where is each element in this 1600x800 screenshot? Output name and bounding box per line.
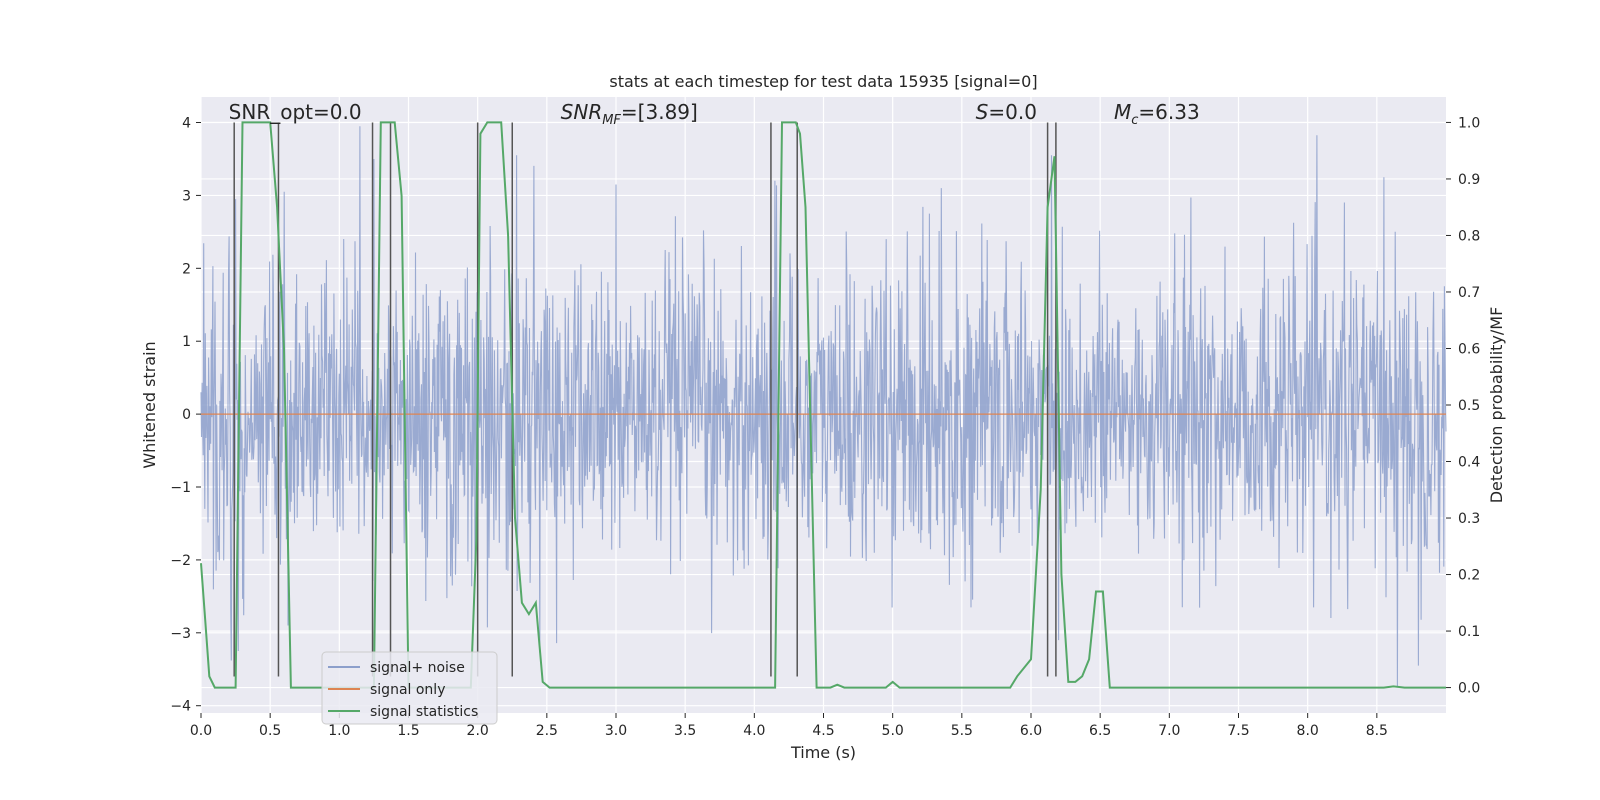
y-tick-label: 1 <box>182 334 191 350</box>
y2-tick-label: 0.3 <box>1458 511 1480 527</box>
series-signal-noise-line <box>200 126 1447 688</box>
y-tick-label: −2 <box>170 553 191 569</box>
y-tick-label: 0 <box>182 407 191 423</box>
y2-tick-label: 0.6 <box>1458 341 1480 357</box>
x-axis: 0.0 0.5 1.0 1.5 2.0 2.5 3.0 3.5 4.0 4.5 5.0 5.5 6.0 6… <box>190 713 1388 739</box>
legend-label: signal statistics <box>370 704 478 720</box>
legend-label: signal only <box>370 682 445 698</box>
x-tick-label: 3.0 <box>605 723 627 739</box>
annotation-main: SNR <box>561 100 603 124</box>
legend-label: signal+ noise <box>370 660 465 676</box>
x-tick-label: 1.5 <box>397 723 419 739</box>
y-axis: −4 −3 −2 −1 0 1 2 3 4 <box>170 116 201 715</box>
annotation-subscript: MF <box>602 113 621 128</box>
x-axis-label: Time (s) <box>790 743 856 762</box>
y2-tick-label: 0.0 <box>1458 681 1480 697</box>
x-tick-label: 1.0 <box>328 723 350 739</box>
annotation-0: SNR_opt=0.0 <box>229 100 362 124</box>
y2-tick-label: 0.7 <box>1458 285 1480 301</box>
y2-tick-label: 0.1 <box>1458 624 1480 640</box>
x-tick-label: 5.5 <box>951 723 973 739</box>
annotations: SNR_opt=0.0 SNRMF=[3.89] S=0.0 Mc=6.33 <box>229 100 1200 128</box>
chart-title: stats at each timestep for test data 159… <box>609 72 1037 91</box>
x-tick-label: 2.0 <box>467 723 489 739</box>
legend-box <box>321 651 498 725</box>
x-tick-label: 7.5 <box>1227 723 1249 739</box>
y2-axis-label: Detection probability/MF <box>1487 307 1506 504</box>
y-tick-label: −3 <box>170 626 191 642</box>
noise-series <box>200 126 1447 688</box>
y2-tick-label: 0.8 <box>1458 228 1480 244</box>
y2-tick-label: 0.9 <box>1458 172 1480 188</box>
y2-tick-label: 0.5 <box>1458 398 1480 414</box>
y-axis-label: Whitened strain <box>140 341 159 468</box>
y2-tick-label: 0.2 <box>1458 568 1480 584</box>
x-tick-label: 0.5 <box>259 723 281 739</box>
y-tick-label: −4 <box>170 699 191 715</box>
x-tick-label: 8.5 <box>1366 723 1388 739</box>
y2-tick-label: 1.0 <box>1458 115 1480 131</box>
annotation-rest: =6.33 <box>1138 100 1199 124</box>
x-tick-label: 5.0 <box>882 723 904 739</box>
annotation-3: Mc=6.33 <box>1114 100 1200 128</box>
y-tick-label: −1 <box>170 480 191 496</box>
legend: signal+ noise signal only signal statistic… <box>321 651 498 725</box>
x-tick-label: 6.0 <box>1020 723 1042 739</box>
annotation-main: S <box>976 100 989 124</box>
annotation-2: S=0.0 <box>976 100 1037 124</box>
y2-tick-label: 0.4 <box>1458 455 1480 471</box>
annotation-1: SNRMF=[3.89] <box>561 100 698 128</box>
series-signal-statistics-line <box>200 121 1446 689</box>
x-tick-label: 4.5 <box>812 723 834 739</box>
x-tick-label: 0.0 <box>190 723 212 739</box>
annotation-subscript: c <box>1131 113 1138 128</box>
annotation-main: M <box>1114 100 1131 124</box>
x-tick-label: 6.5 <box>1089 723 1111 739</box>
y-tick-label: 3 <box>182 188 191 204</box>
x-tick-label: 3.5 <box>674 723 696 739</box>
annotation-rest: =0.0 <box>988 100 1037 124</box>
annotation-main: SNR_opt=0.0 <box>229 100 362 124</box>
y2-axis: 0.0 0.1 0.2 0.3 0.4 0.5 0.6 0.7 0.8 0.9 1.0 <box>1446 115 1480 697</box>
x-tick-label: 7.0 <box>1158 723 1180 739</box>
lines-layer <box>200 121 1446 689</box>
annotation-rest: =[3.89] <box>621 100 698 124</box>
x-tick-label: 4.0 <box>743 723 765 739</box>
x-tick-label: 2.5 <box>536 723 558 739</box>
y-tick-label: 4 <box>182 116 191 132</box>
y-tick-label: 2 <box>182 261 191 277</box>
x-tick-label: 8.0 <box>1297 723 1319 739</box>
